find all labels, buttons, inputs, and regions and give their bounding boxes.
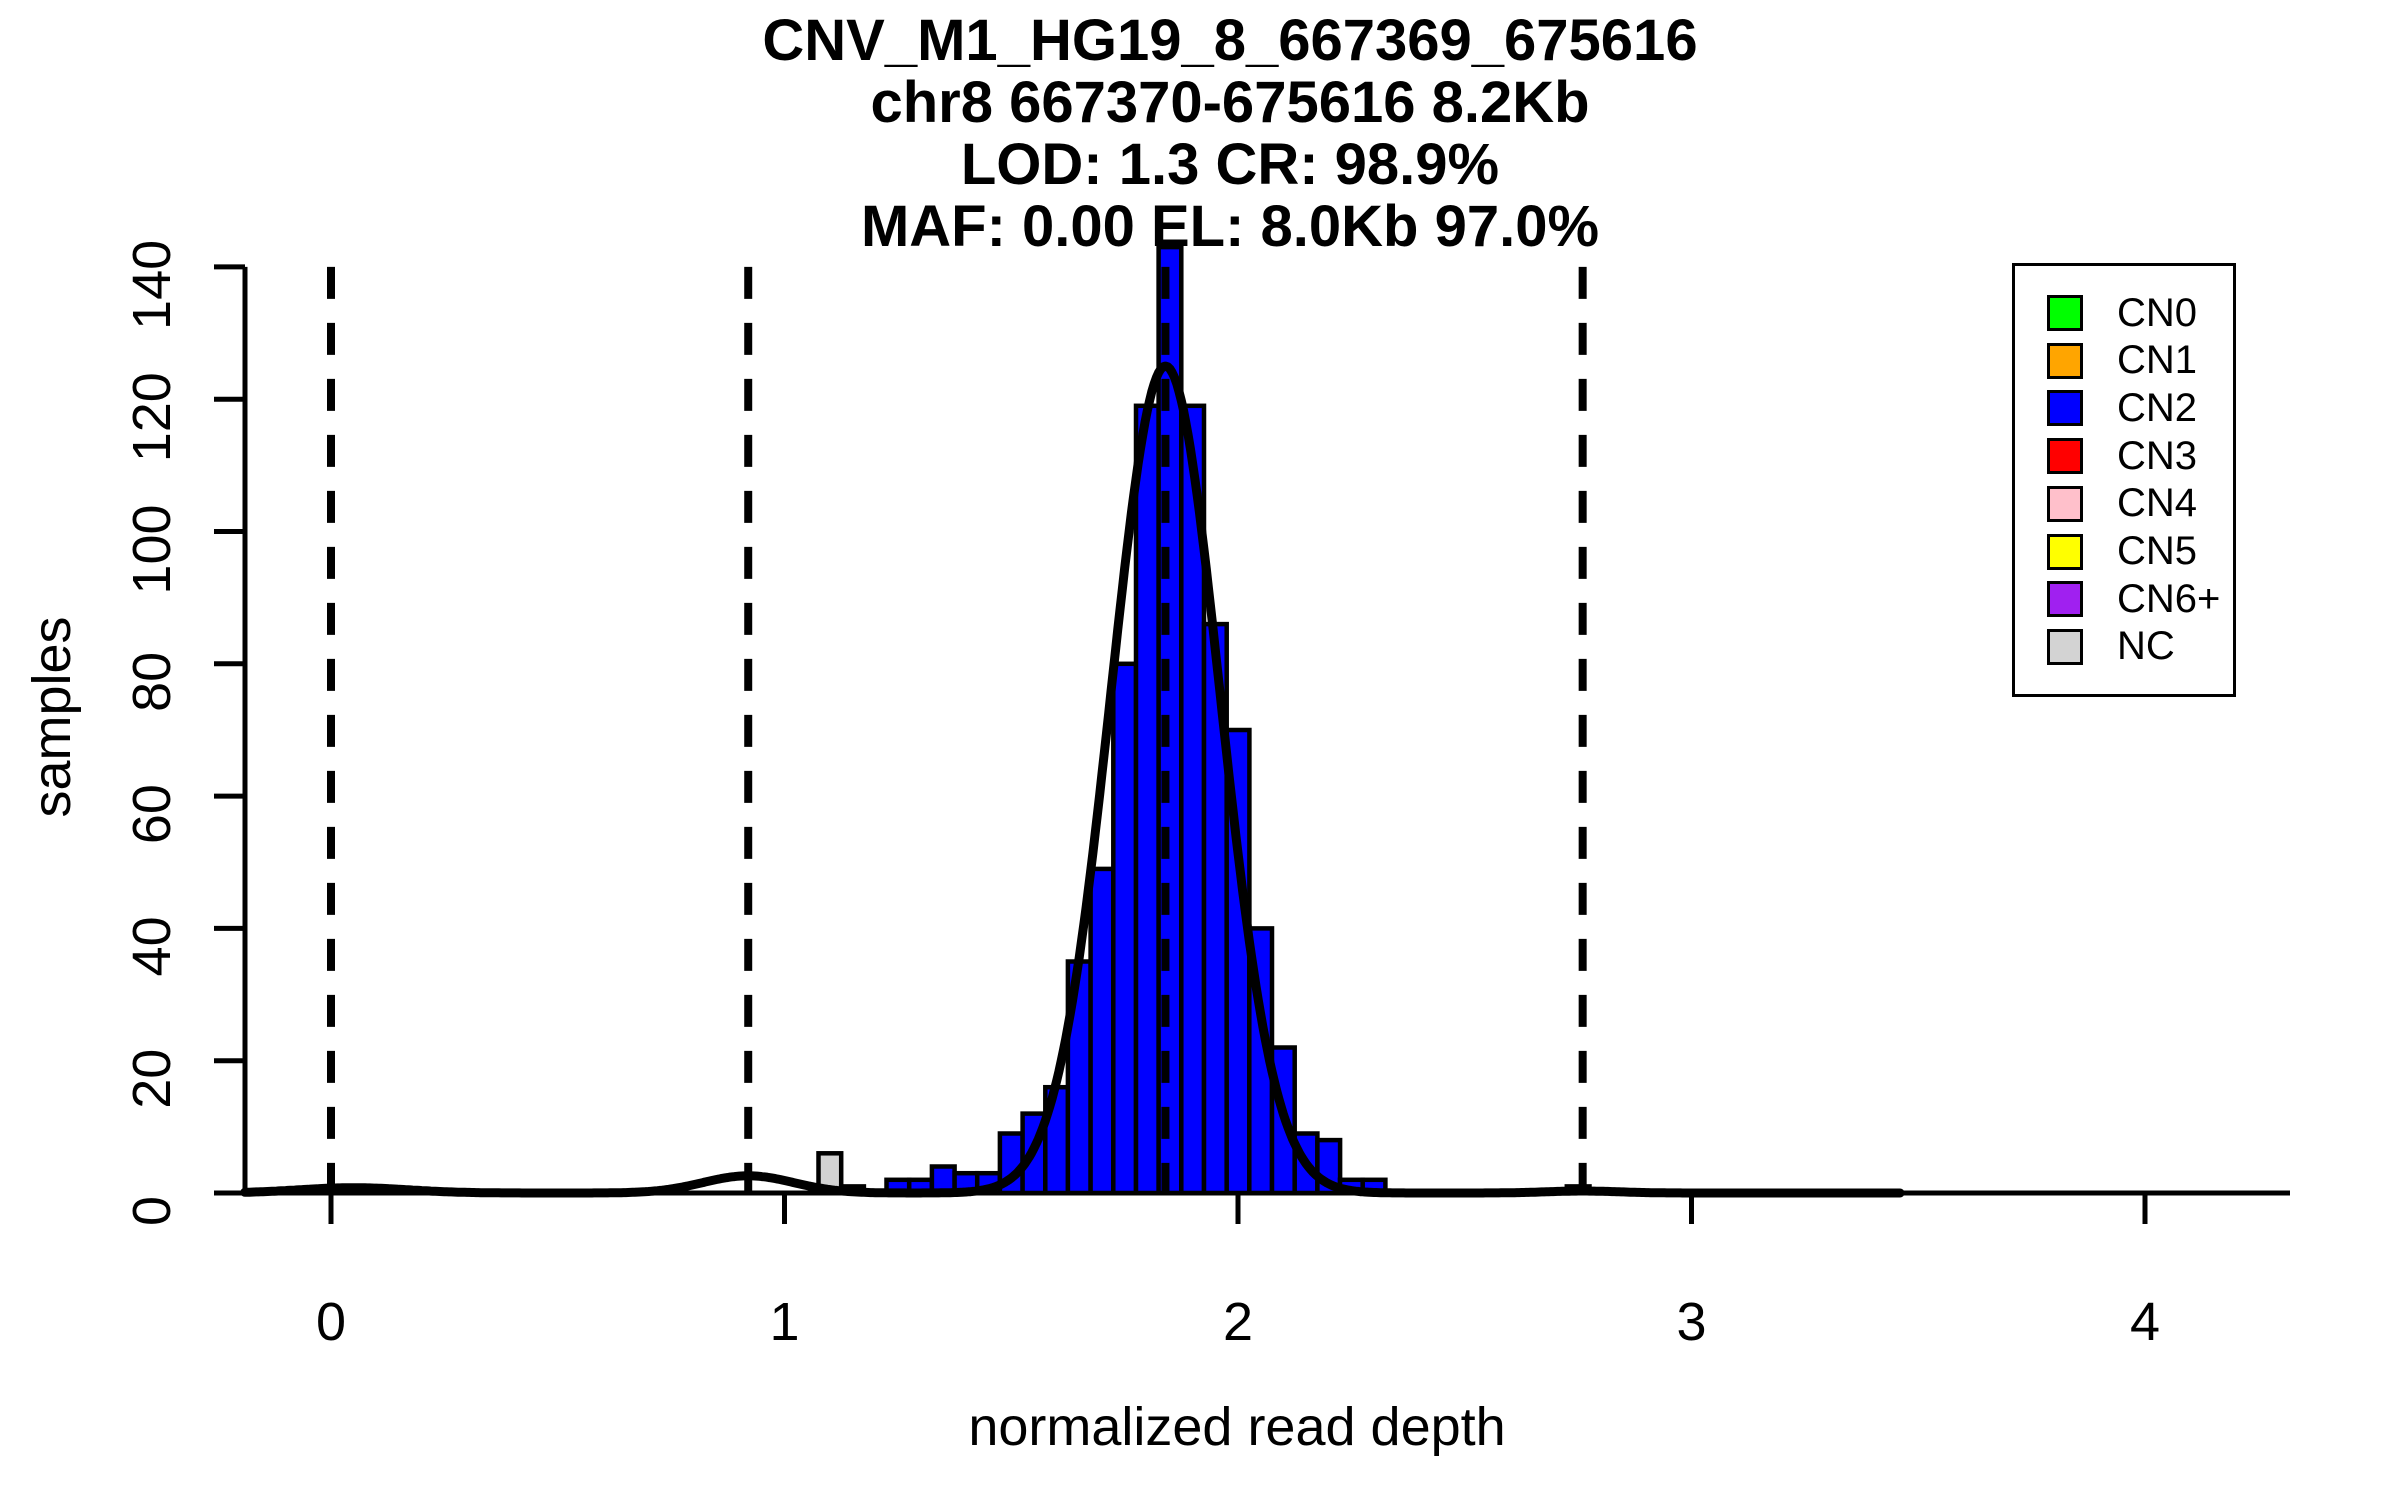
legend-label: CN2 [2117,385,2198,430]
legend-item-cn3: CN3 [2015,434,2233,478]
legend-label: CN4 [2117,481,2198,526]
legend-label: NC [2117,624,2175,669]
axis-tick-label: 140 [122,240,182,330]
cn1-color-swatch [2047,342,2083,379]
legend-label: CN1 [2117,338,2198,383]
cn5-color-swatch [2047,533,2083,570]
axis-tick-label: 0 [122,1196,182,1226]
cn6plus-color-swatch [2047,581,2083,618]
legend-label: CN3 [2117,433,2198,478]
legend-item-cn0: CN0 [2015,291,2233,335]
axis-tick-label: 2 [1223,1292,1253,1352]
title-line-lod-cr: LOD: 1.3 CR: 98.9% [960,132,1500,197]
x-axis-label: normalized read depth [968,1397,1506,1457]
axis-tick-label: 120 [122,372,182,462]
legend-item-cn4: CN4 [2015,481,2233,525]
legend-label: CN5 [2117,529,2198,574]
axis-tick-label: 1 [769,1292,799,1352]
cn3-color-swatch [2047,438,2083,475]
cn4-color-swatch [2047,485,2083,522]
histogram-bar-cn2 [1133,403,1161,1196]
legend: CN0 CN1 CN2 CN3 CN4 CN5 CN6+ NC [2012,263,2236,697]
axis-tick-label: 4 [2130,1292,2160,1352]
density-curve [240,361,1905,1198]
axis-tick-label: 3 [1676,1292,1706,1352]
legend-item-cn5: CN5 [2015,529,2233,573]
axis-tick-label: 40 [122,916,182,976]
legend-item-nc: NC [2015,624,2233,668]
axis-tick-label: 60 [122,784,182,844]
legend-item-cn1: CN1 [2015,338,2233,382]
legend-item-cn6plus: CN6+ [2015,577,2233,621]
title-line-region: chr8 667370-675616 8.2Kb [870,70,1590,135]
axis-tick-label: 0 [316,1292,346,1352]
cn0-color-swatch [2047,295,2083,331]
legend-label: CN6+ [2117,576,2221,621]
title-line-maf-el: MAF: 0.00 EL: 8.0Kb 97.0% [860,194,1600,259]
legend-item-cn2: CN2 [2015,386,2233,430]
histogram-bar-cn2 [1111,661,1139,1196]
axis-tick-label: 20 [122,1049,182,1109]
legend-label: CN0 [2117,290,2198,335]
title-line-locus-id: CNV_M1_HG19_8_667369_675616 [762,8,1698,73]
histogram-bar-cn2 [1088,866,1116,1196]
plot-title: CNV_M1_HG19_8_667369_675616 chr8 667370-… [180,10,2280,258]
axis-tick-label: 80 [122,652,182,712]
nc-color-swatch [2047,628,2083,665]
cn2-color-swatch [2047,390,2083,427]
y-axis-label: samples [22,616,82,818]
axis-tick-label: 100 [122,504,182,594]
